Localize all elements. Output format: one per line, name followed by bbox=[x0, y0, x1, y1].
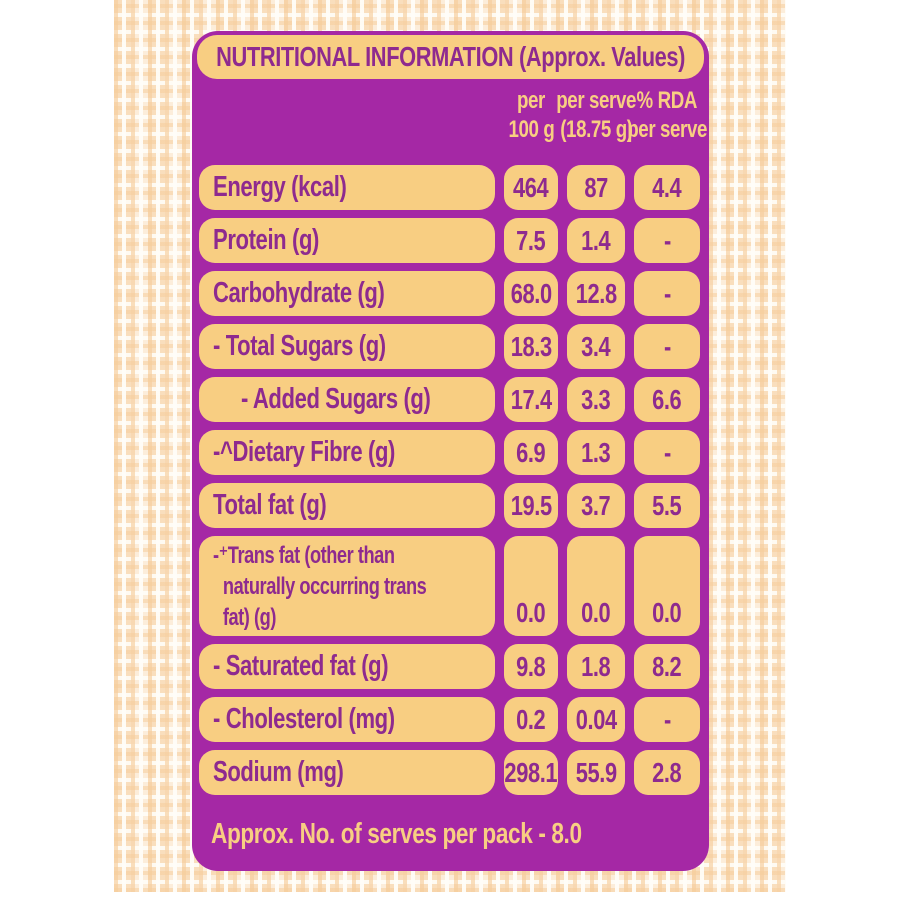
row-added-sugars: - Added Sugars (g) 17.4 3.3 6.6 bbox=[199, 377, 700, 422]
row-total-fat: Total fat (g) 19.5 3.7 5.5 bbox=[199, 483, 700, 528]
per-100g-value-cell: 6.9 bbox=[504, 430, 558, 475]
per-100g-value-cell: 17.4 bbox=[504, 377, 558, 422]
per-serve-value-cell: 1.8 bbox=[567, 644, 625, 689]
per-serve-value-cell: 3.4 bbox=[567, 324, 625, 369]
per-serve-value-cell: 87 bbox=[567, 165, 625, 210]
nutrient-label-cell: - Cholesterol (mg) bbox=[199, 697, 495, 742]
label-column-spacer bbox=[199, 86, 495, 165]
rda-value-cell: 0.0 bbox=[634, 536, 700, 636]
per-100g-value-cell: 18.3 bbox=[504, 324, 558, 369]
per-serve-value-cell: 0.04 bbox=[567, 697, 625, 742]
row-dietary-fibre: -^Dietary Fibre (g) 6.9 1.3 - bbox=[199, 430, 700, 475]
nutrient-label-cell: Energy (kcal) bbox=[199, 165, 495, 210]
nutrient-label-cell: -⁺Trans fat (other than naturally occurr… bbox=[199, 536, 495, 636]
column-header-per-100g: per 100 g bbox=[508, 87, 554, 143]
row-sodium: Sodium (mg) 298.1 55.9 2.8 bbox=[199, 750, 700, 795]
rda-value-cell: 2.8 bbox=[634, 750, 700, 795]
nutrient-label-cell: Sodium (mg) bbox=[199, 750, 495, 795]
nutrient-label-cell: - Total Sugars (g) bbox=[199, 324, 495, 369]
rda-value-cell: 4.4 bbox=[634, 165, 700, 210]
nutrient-label-cell: Total fat (g) bbox=[199, 483, 495, 528]
per-serve-value-cell: 0.0 bbox=[567, 536, 625, 636]
per-100g-value-cell: 298.1 bbox=[504, 750, 558, 795]
row-energy: Energy (kcal) 464 87 4.4 bbox=[199, 165, 700, 210]
rda-value-cell: - bbox=[634, 430, 700, 475]
rda-value-cell: 6.6 bbox=[634, 377, 700, 422]
column-header-rda-per-serve: % RDA per serve bbox=[627, 87, 707, 143]
nutrient-label-cell: -^Dietary Fibre (g) bbox=[199, 430, 495, 475]
rda-value-cell: - bbox=[634, 271, 700, 316]
rda-value-cell: - bbox=[634, 218, 700, 263]
per-100g-value-cell: 19.5 bbox=[504, 483, 558, 528]
per-serve-value-cell: 55.9 bbox=[567, 750, 625, 795]
rda-value-cell: - bbox=[634, 697, 700, 742]
rda-value-cell: 8.2 bbox=[634, 644, 700, 689]
row-protein: Protein (g) 7.5 1.4 - bbox=[199, 218, 700, 263]
nutrient-label-cell: - Saturated fat (g) bbox=[199, 644, 495, 689]
per-100g-value-cell: 0.0 bbox=[504, 536, 558, 636]
per-serve-value-cell: 3.3 bbox=[567, 377, 625, 422]
nutrient-label-cell: Protein (g) bbox=[199, 218, 495, 263]
row-total-sugars: - Total Sugars (g) 18.3 3.4 - bbox=[199, 324, 700, 369]
serves-per-pack-note: Approx. No. of serves per pack - 8.0 bbox=[211, 817, 582, 850]
column-headers: per 100 g per serve (18.75 g) % RDA per … bbox=[199, 79, 707, 165]
per-serve-value-cell: 12.8 bbox=[567, 271, 625, 316]
panel-title-bar: NUTRITIONAL INFORMATION (Approx. Values) bbox=[197, 35, 704, 79]
per-100g-value-cell: 0.2 bbox=[504, 697, 558, 742]
per-serve-value-cell: 1.4 bbox=[567, 218, 625, 263]
rda-value-cell: 5.5 bbox=[634, 483, 700, 528]
row-trans-fat: -⁺Trans fat (other than naturally occurr… bbox=[199, 536, 700, 636]
per-100g-value-cell: 68.0 bbox=[504, 271, 558, 316]
row-cholesterol: - Cholesterol (mg) 0.2 0.04 - bbox=[199, 697, 700, 742]
per-100g-value-cell: 7.5 bbox=[504, 218, 558, 263]
column-header-per-serve: per serve (18.75 g) bbox=[556, 87, 636, 143]
nutrition-information-panel: NUTRITIONAL INFORMATION (Approx. Values)… bbox=[192, 31, 709, 871]
per-serve-value-cell: 3.7 bbox=[567, 483, 625, 528]
row-saturated-fat: - Saturated fat (g) 9.8 1.8 8.2 bbox=[199, 644, 700, 689]
nutrient-label-cell: - Added Sugars (g) bbox=[199, 377, 495, 422]
per-100g-value-cell: 9.8 bbox=[504, 644, 558, 689]
nutrient-label-cell: Carbohydrate (g) bbox=[199, 271, 495, 316]
per-100g-value-cell: 464 bbox=[504, 165, 558, 210]
per-serve-value-cell: 1.3 bbox=[567, 430, 625, 475]
rda-value-cell: - bbox=[634, 324, 700, 369]
panel-title: NUTRITIONAL INFORMATION (Approx. Values) bbox=[216, 41, 685, 72]
row-carbohydrate: Carbohydrate (g) 68.0 12.8 - bbox=[199, 271, 700, 316]
